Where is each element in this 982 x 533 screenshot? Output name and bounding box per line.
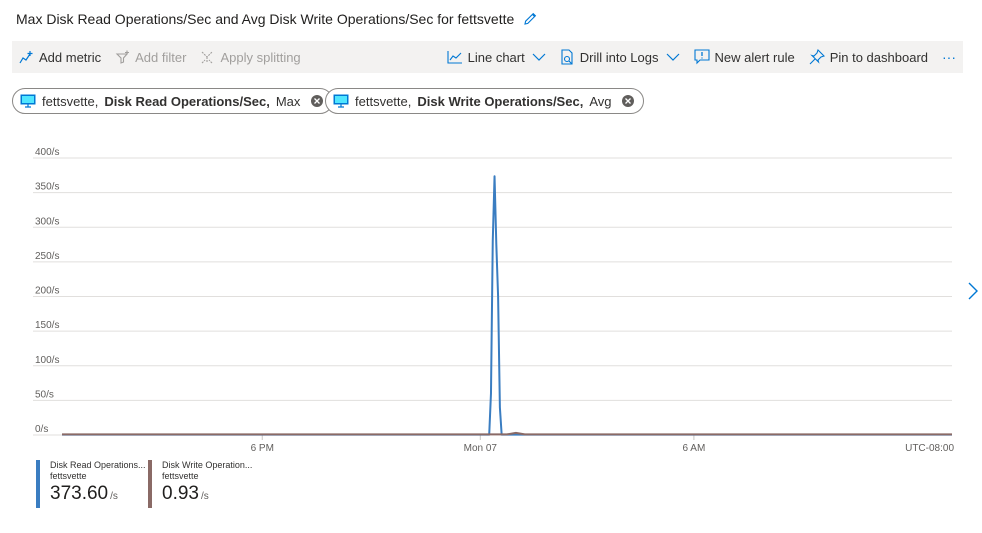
metrics-toolbar: Add metric Add filter Apply splitting Li… [12,41,963,73]
add-metric-label: Add metric [39,49,102,65]
y-tick-label: 0/s [35,424,48,435]
chart-svg: 400/s 350/s 300/s 250/s 200/s 150/s 100/s 50/s 0… [33,147,954,454]
pill-resource: fettsvette, [42,93,99,109]
y-tick-label: 150/s [35,320,59,331]
add-filter-label: Add filter [135,49,187,65]
apply-splitting-label: Apply splitting [220,49,301,65]
y-tick-label: 300/s [35,216,59,227]
chart-title: Max Disk Read Operations/Sec and Avg Dis… [16,11,515,27]
chart-title-row: Max Disk Read Operations/Sec and Avg Dis… [16,8,538,30]
more-options-button[interactable]: ··· [935,41,963,73]
metric-pill-disk-read[interactable]: fettsvette, Disk Read Operations/Sec, Ma… [12,88,334,114]
legend-metric-name: Disk Write Operation... [162,460,253,470]
add-metric-icon [19,50,33,63]
logs-icon [561,49,573,65]
legend-metric-name: Disk Read Operations... [50,460,146,470]
drill-into-logs-label: Drill into Logs [579,49,659,65]
apply-splitting-button[interactable]: Apply splitting [193,41,307,73]
new-alert-rule-label: New alert rule [714,49,795,65]
legend-value: 0.93 [162,483,199,504]
alert-icon [693,49,710,65]
pill-metric: Disk Write Operations/Sec, [417,93,584,109]
y-tick-label: 400/s [35,147,59,158]
chevron-right-icon[interactable] [966,280,980,302]
chevron-down-icon [532,53,546,61]
add-metric-button[interactable]: Add metric [12,41,108,73]
pill-resource: fettsvette, [355,93,412,109]
line-chart-dropdown[interactable]: Line chart [440,41,553,73]
legend-value: 373.60 [50,483,109,504]
legend-item-disk-read[interactable]: Disk Read Operations... fettsvette 373.6… [36,460,146,508]
add-filter-icon [115,50,130,64]
pin-to-dashboard-label: Pin to dashboard [829,49,928,65]
legend-resource-name: fettsvette [50,471,87,481]
legend-item-disk-write[interactable]: Disk Write Operation... fettsvette 0.93/… [148,460,252,508]
x-tick-label: 6 AM [683,443,706,454]
series-lines [62,175,952,436]
edit-pencil-icon[interactable] [522,11,538,27]
chevron-down-icon [666,53,679,61]
series-line-disk-read [62,175,952,436]
y-tick-label: 100/s [35,355,59,366]
remove-metric-icon[interactable] [310,94,324,108]
splitting-icon [202,51,213,63]
x-tick-label: UTC-08:00 [905,443,954,454]
pin-to-dashboard-button[interactable]: Pin to dashboard [802,41,935,73]
line-chart-icon [447,51,462,64]
y-axis-ticks: 400/s 350/s 300/s 250/s 200/s 150/s 100/s 50/s 0… [35,147,59,435]
ellipsis-icon: ··· [942,49,956,65]
virtual-machine-icon [20,94,36,108]
metrics-line-chart[interactable]: 400/s 350/s 300/s 250/s 200/s 150/s 100/s 50/s 0… [0,140,982,470]
series-line-disk-write [62,431,952,436]
remove-metric-icon[interactable] [621,94,635,108]
line-chart-label: Line chart [467,49,525,65]
legend-unit: /s [200,491,209,502]
y-tick-label: 250/s [35,251,59,262]
pin-icon [809,49,825,65]
x-axis-ticks: 6 PM Mon 07 6 AM UTC-08:00 [251,435,954,454]
y-tick-label: 350/s [35,182,59,193]
pill-metric: Disk Read Operations/Sec, [104,93,270,109]
drill-into-logs-dropdown[interactable]: Drill into Logs [553,41,687,73]
y-tick-label: 50/s [35,389,54,400]
new-alert-rule-button[interactable]: New alert rule [687,41,802,73]
legend-resource-name: fettsvette [162,471,199,481]
metric-pill-disk-write[interactable]: fettsvette, Disk Write Operations/Sec, A… [325,88,645,114]
virtual-machine-icon [333,94,349,108]
y-tick-label: 200/s [35,286,59,297]
x-tick-label: 6 PM [251,443,274,454]
add-filter-button[interactable]: Add filter [108,41,193,73]
legend-unit: /s [110,491,118,502]
pill-aggregation: Max [275,93,301,109]
pill-aggregation: Avg [589,93,612,109]
x-tick-label: Mon 07 [464,443,498,454]
